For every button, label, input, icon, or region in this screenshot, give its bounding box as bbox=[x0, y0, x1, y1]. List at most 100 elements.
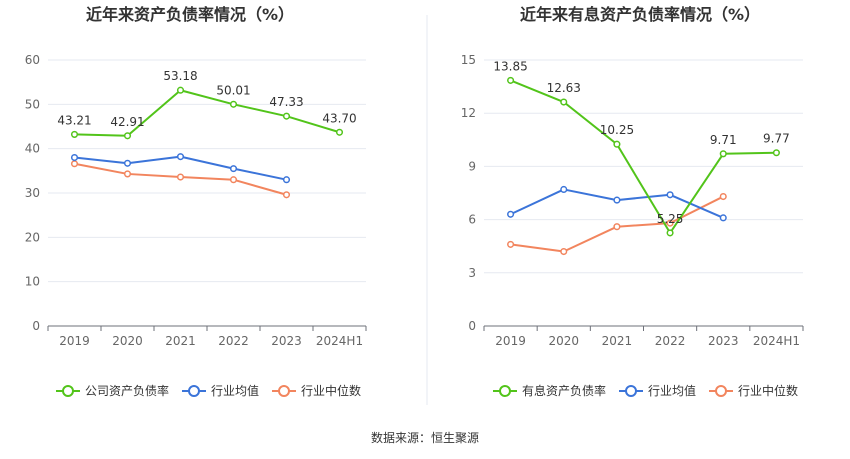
data-point[interactable] bbox=[507, 76, 515, 84]
series-2 bbox=[507, 185, 727, 222]
data-point[interactable] bbox=[772, 149, 780, 157]
data-label: 13.85 bbox=[493, 59, 527, 73]
chart-title: 近年来有息资产负债率情况（%） bbox=[520, 5, 760, 24]
x-tick-label: 2022 bbox=[218, 334, 249, 348]
data-point[interactable] bbox=[507, 240, 515, 248]
x-tick-label: 2019 bbox=[59, 334, 90, 348]
data-point[interactable] bbox=[229, 176, 238, 184]
data-point[interactable] bbox=[613, 140, 621, 148]
y-tick-label: 40 bbox=[25, 142, 40, 156]
legend-label: 行业中位数 bbox=[301, 383, 361, 398]
series-3 bbox=[70, 160, 291, 199]
x-tick-label: 2019 bbox=[495, 334, 526, 348]
y-tick-label: 15 bbox=[461, 53, 476, 67]
legend-marker-icon bbox=[715, 385, 727, 397]
data-label: 9.77 bbox=[763, 132, 790, 146]
y-tick-label: 30 bbox=[25, 186, 40, 200]
data-point[interactable] bbox=[335, 128, 344, 136]
series-3 bbox=[507, 192, 727, 256]
series-line bbox=[510, 79, 777, 234]
series-line bbox=[74, 89, 340, 137]
data-point[interactable] bbox=[123, 159, 132, 167]
data-label: 10.25 bbox=[600, 123, 634, 137]
x-tick-label: 2022 bbox=[655, 334, 686, 348]
y-tick-label: 3 bbox=[468, 266, 476, 280]
data-label: 9.71 bbox=[710, 133, 737, 147]
series-1: 43.21 42.91 53.18 50.01 47.33 43.70 bbox=[57, 69, 357, 140]
data-point[interactable] bbox=[176, 86, 185, 94]
data-point[interactable] bbox=[282, 176, 291, 184]
data-label: 47.33 bbox=[269, 95, 303, 109]
legend-marker-icon bbox=[625, 385, 637, 397]
y-tick-label: 0 bbox=[468, 319, 476, 333]
data-source: 数据来源：恒生聚源 bbox=[371, 430, 479, 445]
x-tick-label: 2021 bbox=[602, 334, 633, 348]
data-point[interactable] bbox=[507, 210, 515, 218]
legend-marker-icon bbox=[62, 385, 74, 397]
data-point[interactable] bbox=[613, 223, 621, 231]
x-tick-label: 2023 bbox=[708, 334, 739, 348]
data-point[interactable] bbox=[719, 150, 727, 158]
data-label: 5.25 bbox=[657, 212, 684, 226]
chart-title: 近年来资产负债率情况（%） bbox=[86, 5, 294, 24]
chart-panel-2: 近年来有息资产负债率情况（%） 0 3 6 9 12 15 2019 2020 2021 2022 2… bbox=[461, 5, 804, 398]
legend-label: 有息资产负债率 bbox=[522, 383, 606, 398]
x-tick-label: 2024H1 bbox=[316, 334, 363, 348]
data-point[interactable] bbox=[282, 112, 291, 120]
data-label: 43.70 bbox=[322, 111, 356, 125]
data-point[interactable] bbox=[123, 170, 132, 178]
legend-item[interactable]: 行业均值 bbox=[182, 383, 259, 398]
legend-marker-icon bbox=[278, 385, 290, 397]
legend-item[interactable]: 行业中位数 bbox=[709, 383, 798, 398]
data-point[interactable] bbox=[123, 132, 132, 140]
y-tick-label: 20 bbox=[25, 230, 40, 244]
y-tick-label: 0 bbox=[32, 319, 40, 333]
data-point[interactable] bbox=[70, 130, 79, 138]
data-point[interactable] bbox=[666, 219, 674, 227]
legend-item[interactable]: 行业中位数 bbox=[272, 383, 361, 398]
data-label: 43.21 bbox=[57, 113, 91, 127]
legend-label: 行业均值 bbox=[211, 383, 259, 398]
x-tick-label: 2023 bbox=[271, 334, 302, 348]
y-tick-label: 10 bbox=[25, 275, 40, 289]
x-tick-label: 2020 bbox=[548, 334, 579, 348]
data-point[interactable] bbox=[560, 98, 568, 106]
legend-item[interactable]: 有息资产负债率 bbox=[493, 383, 606, 398]
data-point[interactable] bbox=[666, 229, 674, 237]
data-label: 53.18 bbox=[163, 69, 197, 83]
y-tick-label: 9 bbox=[468, 159, 476, 173]
data-point[interactable] bbox=[719, 214, 727, 222]
data-point[interactable] bbox=[560, 185, 568, 194]
data-label: 12.63 bbox=[547, 81, 581, 95]
legend-label: 公司资产负债率 bbox=[85, 383, 169, 398]
x-tick-label: 2024H1 bbox=[753, 334, 800, 348]
data-point[interactable] bbox=[560, 247, 568, 256]
data-point[interactable] bbox=[229, 100, 238, 108]
series-1: 13.85 12.63 10.25 5.25 9.71 9.77 bbox=[493, 59, 790, 237]
data-point[interactable] bbox=[613, 196, 621, 204]
data-point[interactable] bbox=[229, 165, 238, 173]
y-tick-label: 6 bbox=[468, 213, 476, 227]
legend-item[interactable]: 公司资产负债率 bbox=[56, 383, 169, 398]
chart-panel-1: 近年来资产负债率情况（%） 0 10 20 30 40 50 60 2019 2020 2021 20… bbox=[25, 5, 367, 398]
data-point[interactable] bbox=[176, 173, 185, 181]
legend-label: 行业均值 bbox=[648, 383, 696, 398]
data-point[interactable] bbox=[176, 153, 185, 161]
data-label: 50.01 bbox=[216, 83, 250, 97]
data-point[interactable] bbox=[70, 153, 79, 162]
data-point[interactable] bbox=[70, 160, 79, 168]
data-point[interactable] bbox=[666, 191, 674, 199]
legend-marker-icon bbox=[499, 385, 511, 397]
legend-marker-icon bbox=[188, 385, 200, 397]
x-tick-label: 2020 bbox=[112, 334, 143, 348]
data-point[interactable] bbox=[719, 192, 727, 201]
x-tick-label: 2021 bbox=[165, 334, 196, 348]
legend-label: 行业中位数 bbox=[738, 383, 798, 398]
series-2 bbox=[70, 153, 291, 184]
y-tick-label: 60 bbox=[25, 53, 40, 67]
legend-item[interactable]: 行业均值 bbox=[619, 383, 696, 398]
data-point[interactable] bbox=[282, 191, 291, 199]
y-tick-label: 50 bbox=[25, 97, 40, 111]
y-tick-label: 12 bbox=[461, 106, 476, 120]
